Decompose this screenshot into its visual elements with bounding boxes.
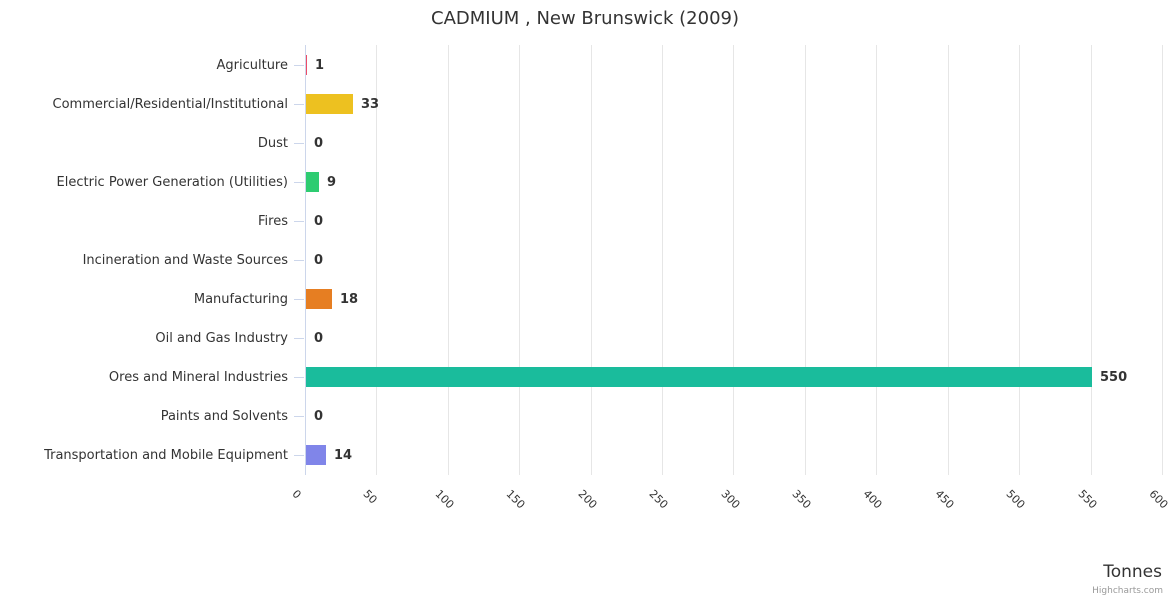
category-label: Fires bbox=[258, 214, 288, 229]
gridline bbox=[448, 45, 449, 475]
x-tick-label: 500 bbox=[1003, 487, 1028, 512]
gridline bbox=[805, 45, 806, 475]
x-tick-label: 300 bbox=[718, 487, 743, 512]
chart-title: CADMIUM , New Brunswick (2009) bbox=[431, 8, 739, 29]
category-tick bbox=[294, 65, 304, 66]
bar-agriculture[interactable] bbox=[306, 55, 307, 75]
category-label: Agriculture bbox=[216, 58, 289, 73]
gridline bbox=[1019, 45, 1020, 475]
gridline bbox=[519, 45, 520, 475]
gridline bbox=[591, 45, 592, 475]
x-axis-title: Tonnes bbox=[1103, 562, 1162, 582]
value-label: 550 bbox=[1100, 370, 1128, 385]
category-tick bbox=[294, 104, 304, 105]
category-tick bbox=[294, 377, 304, 378]
value-label: 18 bbox=[340, 292, 359, 307]
bar-commercial-residential-institutional[interactable] bbox=[306, 94, 353, 114]
category-tick bbox=[294, 455, 304, 456]
bar-ores-and-mineral-industries[interactable] bbox=[306, 367, 1092, 387]
x-tick-label: 100 bbox=[432, 487, 457, 512]
x-tick-label: 200 bbox=[575, 487, 600, 512]
x-tick-label: 400 bbox=[860, 487, 885, 512]
gridline bbox=[1162, 45, 1163, 475]
category-tick bbox=[294, 338, 304, 339]
category-label: Manufacturing bbox=[193, 292, 288, 307]
y-axis-line bbox=[305, 45, 306, 475]
bar-electric-power-generation-utilities-[interactable] bbox=[306, 172, 319, 192]
category-tick bbox=[294, 299, 304, 300]
value-label: 14 bbox=[334, 448, 353, 463]
category-tick bbox=[294, 260, 304, 261]
category-label: Oil and Gas Industry bbox=[155, 331, 288, 346]
x-tick-label: 550 bbox=[1075, 487, 1100, 512]
gridline bbox=[733, 45, 734, 475]
value-label: 1 bbox=[315, 58, 325, 73]
value-label: 9 bbox=[327, 175, 337, 190]
category-tick bbox=[294, 182, 304, 183]
value-label: 33 bbox=[361, 97, 380, 112]
category-tick bbox=[294, 416, 304, 417]
value-label: 0 bbox=[314, 253, 324, 268]
x-tick-label: 600 bbox=[1146, 487, 1170, 512]
x-tick-label: 250 bbox=[646, 487, 671, 512]
value-label: 0 bbox=[314, 136, 324, 151]
x-tick-label: 350 bbox=[789, 487, 814, 512]
category-label: Transportation and Mobile Equipment bbox=[44, 448, 288, 463]
category-label: Commercial/Residential/Institutional bbox=[52, 97, 289, 112]
category-tick bbox=[294, 143, 304, 144]
plot-area: 1 33 0 9 0 0 18 0 550 0 14 bbox=[305, 45, 1163, 475]
value-label: 0 bbox=[314, 409, 324, 424]
value-label: 0 bbox=[314, 331, 324, 346]
category-label: Ores and Mineral Industries bbox=[108, 370, 288, 385]
category-label: Electric Power Generation (Utilities) bbox=[56, 175, 288, 190]
category-tick bbox=[294, 221, 304, 222]
value-label: 0 bbox=[314, 214, 324, 229]
highcharts-credit-link[interactable]: Highcharts.com bbox=[1092, 586, 1163, 596]
category-label: Incineration and Waste Sources bbox=[82, 253, 288, 268]
gridline bbox=[662, 45, 663, 475]
x-tick-label: 150 bbox=[503, 487, 528, 512]
x-tick-label: 50 bbox=[360, 487, 380, 507]
bar-manufacturing[interactable] bbox=[306, 289, 332, 309]
x-tick-label: 450 bbox=[932, 487, 957, 512]
x-tick-label: 0 bbox=[289, 487, 304, 502]
category-label: Dust bbox=[257, 136, 288, 151]
gridline bbox=[1091, 45, 1092, 475]
gridline bbox=[376, 45, 377, 475]
bar-transportation-and-mobile-equipment[interactable] bbox=[306, 445, 326, 465]
gridline bbox=[948, 45, 949, 475]
gridline bbox=[876, 45, 877, 475]
category-label: Paints and Solvents bbox=[160, 409, 288, 424]
